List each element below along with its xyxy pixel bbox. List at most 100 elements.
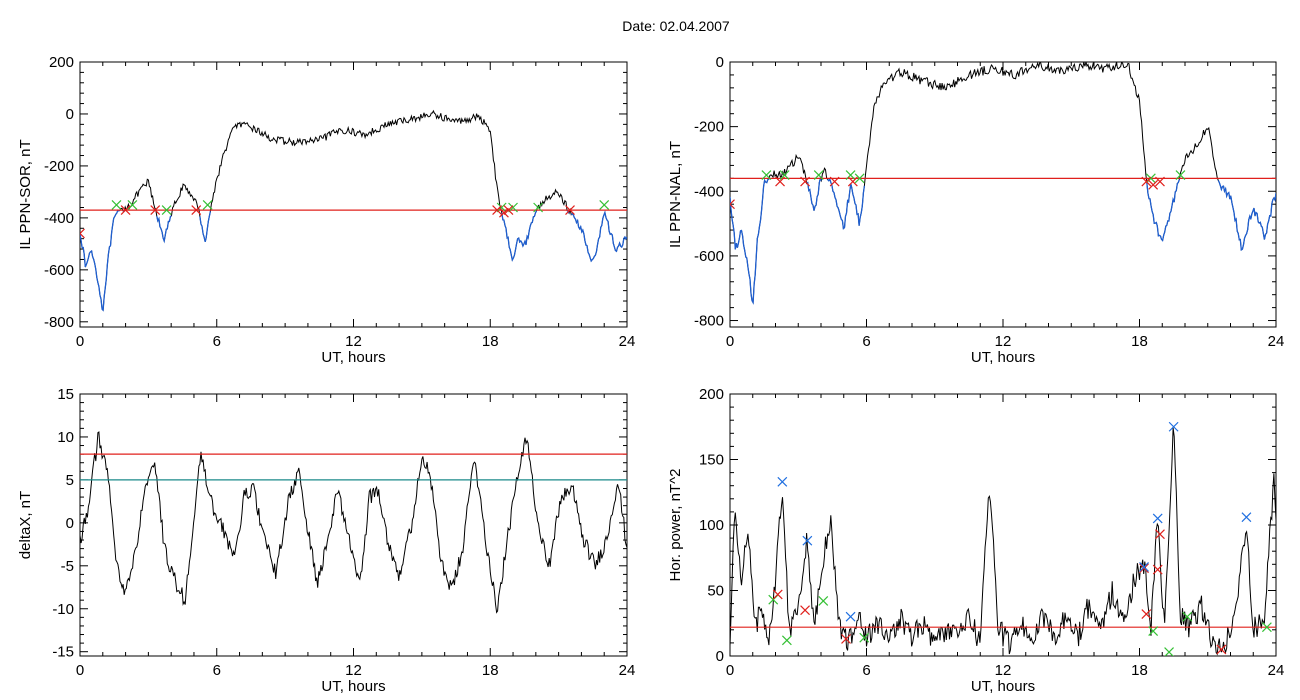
x-tick-label: 6 [213,662,221,679]
green-marker [1148,626,1159,637]
y-tick-label: -10 [52,601,74,618]
y-axis-label: IL PPN-NAL, nT [667,141,684,248]
red-marker [492,205,503,216]
x-tick-label: 12 [995,662,1012,679]
red-marker [800,176,810,187]
red-marker [565,205,575,216]
below-threshold-trace [730,176,1276,305]
y-tick-label: -200 [694,119,724,136]
green-marker [1261,622,1272,633]
green-marker [161,205,172,216]
green-marker [127,199,138,210]
blue-marker [1152,513,1163,524]
red-marker [191,205,202,216]
green-marker [496,202,507,213]
red-marker [730,199,735,210]
y-tick-label: 200 [699,386,724,403]
red-marker [847,176,858,187]
green-marker [1145,173,1156,184]
figure-title: Date: 02.04.2007 [622,18,730,34]
x-tick-label: 18 [482,333,499,350]
red-marker [1141,176,1152,187]
x-tick-label: 6 [862,333,870,350]
y-tick-label: 50 [707,583,724,600]
blue-marker [845,611,856,622]
y-tick-label: 100 [699,517,724,534]
x-tick-label: 12 [995,333,1012,350]
x-tick-label: 24 [1268,662,1285,679]
green-marker [779,170,790,181]
blue-marker [1241,512,1252,523]
green-marker [1175,170,1186,181]
y-tick-label: -400 [694,183,724,200]
green-marker [859,632,870,643]
y-tick-label: 200 [49,54,74,71]
x-tick-label: 0 [76,662,84,679]
green-marker [781,635,792,646]
data-trace [730,62,1276,305]
green-marker [533,202,544,213]
green-marker [508,202,518,213]
red-marker [120,205,131,216]
green-marker [111,199,122,210]
green-marker [599,199,610,210]
plot-area [730,62,1276,305]
panel-1: 0 6 12 18 24 -800 -600 -400 -200 0 200 UT, hours IL … [17,54,635,366]
green-marker [761,170,772,181]
x-tick-label: 0 [726,662,734,679]
x-tick-label: 0 [76,333,84,350]
red-marker [772,589,783,600]
green-marker [202,199,213,210]
below-threshold-trace [80,209,627,312]
red-marker [1155,529,1165,540]
y-tick-label: -800 [694,313,724,330]
y-axis-label: deltaX, nT [17,491,34,559]
plot-area [730,421,1276,656]
green-marker [818,596,829,606]
blue-marker [777,476,788,487]
y-tick-label: -5 [61,558,74,575]
x-tick-label: 18 [1131,662,1148,679]
green-marker [1164,647,1174,656]
y-tick-label: 0 [66,515,74,532]
blue-marker [1139,561,1149,572]
red-marker [1216,644,1227,655]
x-axis-label: UT, hours [971,349,1035,366]
y-tick-label: 150 [699,452,724,469]
x-tick-label: 6 [862,662,870,679]
blue-marker [1168,421,1179,432]
red-marker [1155,176,1165,187]
y-tick-label: -200 [44,158,74,175]
y-tick-label: -600 [694,248,724,265]
green-marker [845,170,856,181]
y-tick-label: 0 [716,54,724,71]
plot-frame [79,61,628,328]
plot-area [80,431,627,614]
x-tick-label: 12 [345,333,362,350]
x-tick-label: 6 [213,333,221,350]
red-marker [829,176,840,187]
y-tick-label: 10 [57,429,74,446]
y-tick-label: -800 [44,314,74,331]
red-marker [841,634,851,644]
data-trace [80,431,627,614]
blue-marker [802,535,813,546]
red-marker [1139,563,1149,574]
x-tick-label: 12 [345,662,362,679]
y-axis-label: Hor. power, nT^2 [667,469,684,582]
green-marker [813,170,824,181]
x-tick-label: 24 [619,662,636,679]
red-marker [150,205,161,216]
red-marker [499,207,509,218]
red-marker [1152,564,1163,575]
x-tick-label: 24 [619,333,636,350]
x-axis-label: UT, hours [971,678,1035,695]
red-marker [775,176,785,187]
plot-frame [729,61,1277,328]
green-marker [854,173,865,184]
red-marker [80,228,85,239]
x-tick-label: 18 [1131,333,1148,350]
x-axis-label: UT, hours [321,349,385,366]
x-tick-label: 0 [726,333,734,350]
red-marker [1141,609,1152,620]
